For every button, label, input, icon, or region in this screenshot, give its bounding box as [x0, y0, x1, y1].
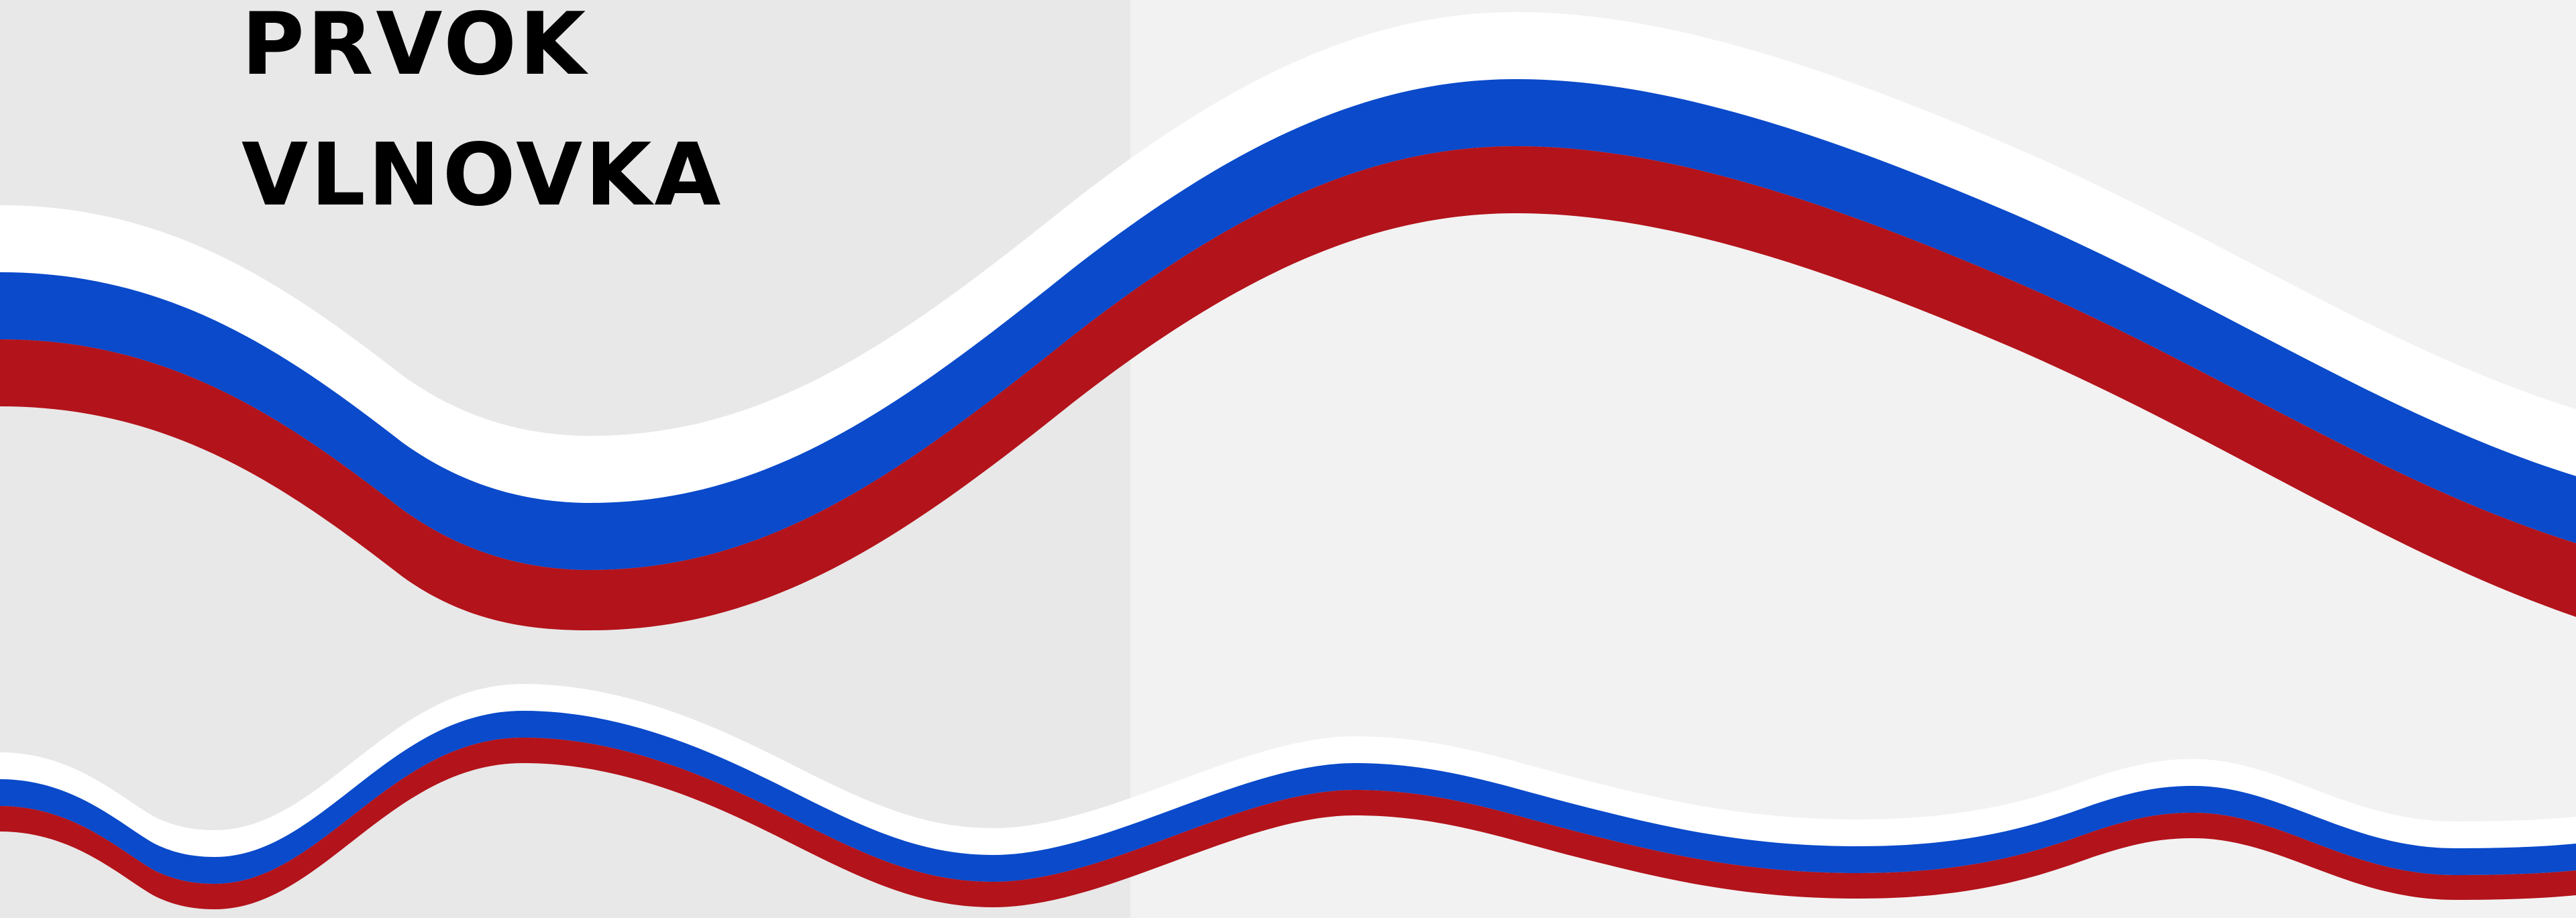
small-wave-blue-stripe	[0, 711, 2576, 884]
large-wave-white-stripe	[0, 12, 2576, 503]
small-wave-white-stripe	[0, 684, 2576, 857]
small-tricolor-wave	[0, 684, 2576, 909]
large-tricolor-wave	[0, 12, 2576, 630]
large-wave-blue-stripe	[0, 79, 2576, 570]
small-wave-red-stripe	[0, 738, 2576, 909]
title-block: PRVOK VLNOVKA	[241, 0, 723, 225]
title-line-1: PRVOK	[241, 0, 589, 95]
title-line-2: VLNOVKA	[241, 125, 723, 225]
large-wave-red-stripe	[0, 146, 2576, 630]
